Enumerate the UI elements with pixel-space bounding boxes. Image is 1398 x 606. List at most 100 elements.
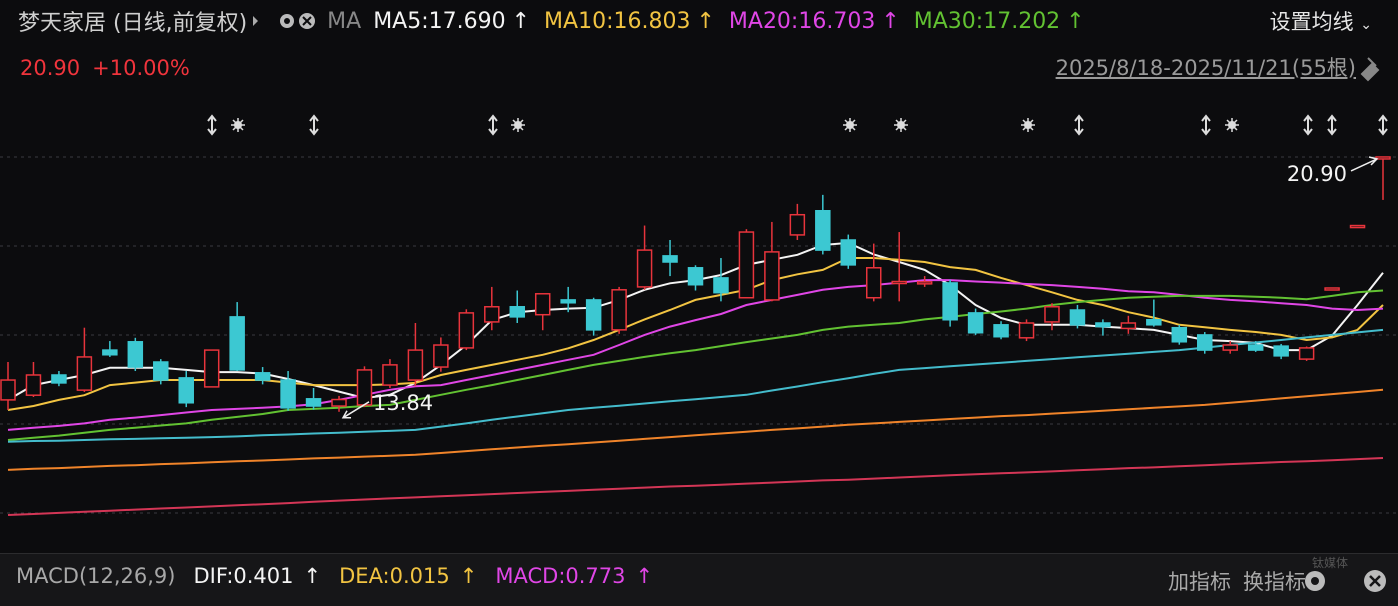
ma-label: MA xyxy=(327,8,362,34)
candle-body xyxy=(789,213,806,236)
candle-body xyxy=(1197,334,1213,351)
chart: 20.90 13.84 xyxy=(0,57,1398,516)
candle-body xyxy=(1146,319,1162,326)
close-icon[interactable] xyxy=(1360,566,1390,596)
candle-body xyxy=(611,289,627,331)
event-icon[interactable] xyxy=(842,117,858,133)
legend-item: MA10:16.803 ↑ xyxy=(544,9,715,34)
ma-line xyxy=(7,289,1384,441)
settings-button[interactable]: 设置均线 ⌄ xyxy=(1269,10,1372,34)
indicator-value: MACD:0.773 ↑ xyxy=(495,564,653,588)
candles xyxy=(0,156,1391,412)
candle-body xyxy=(815,209,831,251)
indicator-value: DEA:0.015 ↑ xyxy=(339,564,477,588)
candle-body xyxy=(356,369,373,406)
watermark: 钛媒体 xyxy=(1311,556,1348,570)
date-range[interactable]: 2025/8/18-2025/11/21(55根) xyxy=(1055,56,1356,80)
candle-body xyxy=(458,312,475,349)
candle-body xyxy=(509,306,526,318)
candle-body xyxy=(534,293,551,316)
candle-body xyxy=(942,282,958,321)
candle-body xyxy=(1324,287,1340,291)
candle-body xyxy=(25,374,42,396)
legend-label: MA10:16.803 xyxy=(544,8,691,34)
candle-body xyxy=(280,379,296,409)
candle-body xyxy=(331,398,347,407)
candle-body xyxy=(127,341,144,368)
event-icon[interactable] xyxy=(1303,115,1313,135)
candle-body xyxy=(1349,224,1366,229)
candle-body xyxy=(433,344,449,368)
indicator-arrow: ↑ xyxy=(459,564,478,588)
candle-body xyxy=(1095,322,1111,328)
event-icon[interactable] xyxy=(1327,115,1337,135)
candle-body xyxy=(1069,309,1086,326)
event-icon[interactable] xyxy=(207,115,217,135)
indicator-row: MACD(12,26,9) DIF:0.401 ↑ DEA:0.015 ↑ MACD:0… xyxy=(16,564,671,588)
candle-body xyxy=(1018,322,1035,339)
candle-body xyxy=(738,231,755,299)
candle-body xyxy=(993,324,1009,338)
legend-arrow: ↑ xyxy=(1066,8,1085,34)
candle-body xyxy=(305,398,322,407)
candle-body xyxy=(764,251,780,301)
event-icon[interactable] xyxy=(1201,115,1211,135)
candle-body xyxy=(153,361,169,381)
settings-text[interactable]: 设置均线 xyxy=(1269,10,1354,34)
min-label: 13.84 xyxy=(373,391,433,415)
gear-icon[interactable] xyxy=(1300,566,1330,596)
legend-item: MA20:16.703 ↑ xyxy=(729,9,900,34)
candle-body xyxy=(967,312,984,334)
change: +10.00% xyxy=(92,56,190,80)
grid xyxy=(0,156,1398,514)
add-indicator[interactable]: 加指标 xyxy=(1168,570,1231,594)
indicator-arrow: ↑ xyxy=(635,564,654,588)
event-icon[interactable] xyxy=(309,115,319,135)
max-arrow xyxy=(1350,156,1379,172)
candle-body xyxy=(254,372,271,381)
indicator-arrow: ↑ xyxy=(303,564,322,588)
candle-body xyxy=(1120,322,1137,330)
event-icon[interactable] xyxy=(1378,115,1388,135)
ma-line xyxy=(7,388,1384,471)
min-arrow xyxy=(341,401,370,419)
legend-label: MA20:16.703 xyxy=(728,8,876,34)
candle-body xyxy=(662,255,678,263)
event-icon[interactable] xyxy=(1224,117,1240,133)
candle-body xyxy=(865,267,882,299)
candle-body xyxy=(1222,344,1238,351)
ma-line xyxy=(7,457,1384,516)
max-label: 20.90 xyxy=(1287,162,1347,186)
candle-body xyxy=(484,306,500,323)
event-icon[interactable] xyxy=(510,117,526,133)
indicator-values: DIF:0.401 ↑ DEA:0.015 ↑ MACD:0.773 ↑ xyxy=(194,564,672,588)
indicator-text: MACD:0.773 xyxy=(495,564,626,588)
header: 梦天家居 (日线,前复权) MA MA5:17.690 ↑ MA10:16.803 ↑… xyxy=(18,4,1099,38)
candle-body xyxy=(585,299,602,331)
switch-indicator[interactable]: 换指标 xyxy=(1243,570,1306,594)
candle-body xyxy=(382,364,398,386)
event-icon[interactable] xyxy=(1074,115,1084,135)
pin-icon[interactable] xyxy=(1360,57,1380,82)
event-icons xyxy=(207,115,1388,135)
event-icon[interactable] xyxy=(230,117,246,133)
candle-body xyxy=(407,349,424,381)
legend: MA5:17.690 ↑ MA10:16.803 ↑ MA20:16.703 ↑ MA30:… xyxy=(373,9,1098,34)
indicator-text: DIF:0.401 xyxy=(193,564,294,588)
candle-body xyxy=(51,374,67,384)
event-icon[interactable] xyxy=(488,115,498,135)
candle-body xyxy=(636,249,653,288)
quote: 20.90 +10.00% xyxy=(20,52,190,84)
event-icon[interactable] xyxy=(1020,117,1036,133)
expand-icon[interactable] xyxy=(253,16,259,26)
indicator-name[interactable]: MACD(12,26,9) xyxy=(16,564,176,588)
event-icon[interactable] xyxy=(893,117,909,133)
candle-body xyxy=(1247,344,1264,351)
candle-body xyxy=(203,349,220,388)
annotations: 20.90 13.84 xyxy=(341,156,1379,419)
ma-line xyxy=(7,328,1384,443)
ma-line xyxy=(7,279,1384,431)
candle-body xyxy=(713,277,729,294)
stock-title[interactable]: 梦天家居 (日线,前复权) xyxy=(18,11,248,36)
